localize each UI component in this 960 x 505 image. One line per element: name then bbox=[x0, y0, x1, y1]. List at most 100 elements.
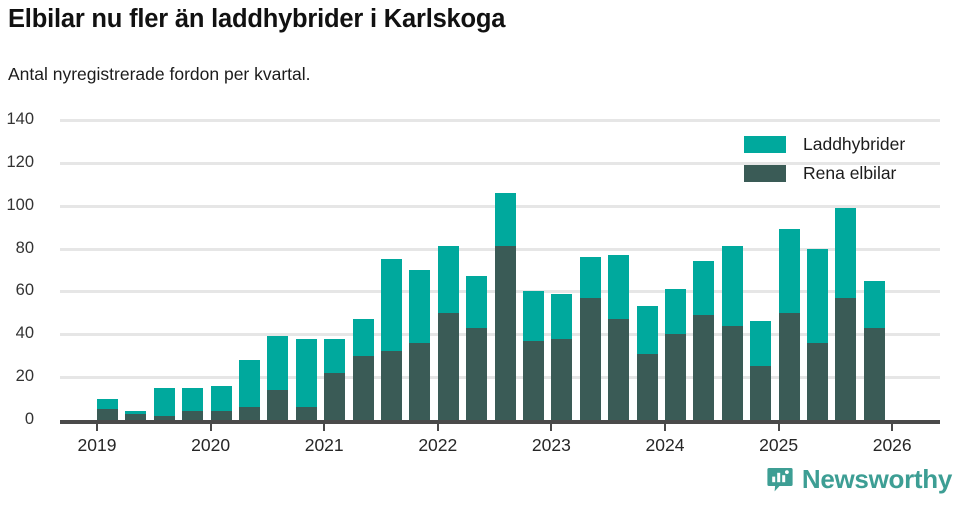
bar-column[interactable] bbox=[494, 192, 516, 420]
brand-name: Newsworthy bbox=[801, 464, 952, 494]
legend-label: Laddhybrider bbox=[803, 134, 906, 154]
bar-column[interactable] bbox=[807, 248, 828, 420]
bar-segment-rena-elbilar bbox=[182, 411, 204, 420]
bar-segment-laddhybrider bbox=[807, 248, 828, 343]
y-axis-tick-label: 100 bbox=[6, 195, 34, 214]
bar-segment-rena-elbilar bbox=[437, 312, 459, 420]
y-axis-tick-label: 140 bbox=[6, 110, 34, 128]
bar-segment-rena-elbilar bbox=[636, 353, 658, 420]
page-title: Elbilar nu fler än laddhybrider i Karlsk… bbox=[8, 5, 506, 33]
legend-item[interactable]: Rena elbilar bbox=[744, 159, 954, 188]
bar-column[interactable] bbox=[210, 385, 232, 420]
bar-segment-laddhybrider bbox=[352, 319, 374, 356]
bar-segment-laddhybrider bbox=[381, 259, 402, 352]
x-axis-tick-label: 2023 bbox=[531, 435, 571, 455]
bar-segment-rena-elbilar bbox=[239, 407, 260, 420]
bar-segment-laddhybrider bbox=[324, 338, 346, 373]
bar-column[interactable] bbox=[693, 261, 715, 420]
bar-column[interactable] bbox=[324, 338, 346, 420]
bar-segment-laddhybrider bbox=[750, 321, 772, 367]
bar-segment-laddhybrider bbox=[97, 398, 118, 410]
legend-swatch bbox=[744, 165, 786, 182]
legend: Laddhybrider Rena elbilar bbox=[744, 130, 954, 188]
bar-segment-rena-elbilar bbox=[125, 413, 147, 420]
bar-segment-rena-elbilar bbox=[523, 340, 544, 420]
bar-segment-rena-elbilar bbox=[807, 342, 828, 420]
bar-segment-rena-elbilar bbox=[863, 327, 885, 420]
y-axis-tick-label: 40 bbox=[15, 324, 34, 343]
x-axis-tick-label: 2024 bbox=[645, 435, 685, 455]
chart-subtitle: Antal nyregistrerade fordon per kvartal. bbox=[8, 64, 311, 84]
bar-column[interactable] bbox=[182, 387, 204, 420]
bar-column[interactable] bbox=[778, 229, 800, 420]
bar-segment-laddhybrider bbox=[125, 411, 147, 414]
bar-segment-laddhybrider bbox=[210, 385, 232, 412]
bar-column[interactable] bbox=[239, 360, 260, 420]
bar-segment-rena-elbilar bbox=[381, 351, 402, 420]
bar-column[interactable] bbox=[551, 293, 573, 420]
y-axis-tick-label: 60 bbox=[15, 281, 34, 300]
bar-segment-laddhybrider bbox=[608, 255, 630, 320]
bar-column[interactable] bbox=[97, 398, 118, 420]
legend-swatch bbox=[744, 136, 786, 153]
bar-column[interactable] bbox=[863, 280, 885, 420]
bar-segment-rena-elbilar bbox=[295, 407, 317, 420]
y-axis-tick-label: 20 bbox=[15, 367, 34, 386]
bar-column[interactable] bbox=[579, 257, 601, 420]
y-axis-tick-label: 80 bbox=[15, 238, 34, 257]
x-axis-tick bbox=[96, 420, 98, 431]
bar-column[interactable] bbox=[381, 259, 402, 420]
bar-column[interactable] bbox=[608, 255, 630, 420]
bar-segment-rena-elbilar bbox=[97, 409, 118, 420]
bar-segment-rena-elbilar bbox=[210, 411, 232, 420]
bar-chart-bubble-icon bbox=[767, 467, 793, 493]
bar-column[interactable] bbox=[750, 321, 772, 420]
bar-segment-rena-elbilar bbox=[750, 366, 772, 420]
x-axis-tick-label: 2019 bbox=[77, 435, 117, 455]
bar-column[interactable] bbox=[409, 270, 431, 420]
bar-segment-rena-elbilar bbox=[721, 325, 743, 420]
bar-column[interactable] bbox=[721, 246, 743, 420]
bar-column[interactable] bbox=[125, 411, 147, 420]
y-axis-tick-label: 120 bbox=[6, 152, 34, 171]
bar-segment-laddhybrider bbox=[523, 291, 544, 341]
bar-column[interactable] bbox=[523, 291, 544, 420]
bar-column[interactable] bbox=[665, 289, 686, 420]
axis-baseline bbox=[60, 420, 940, 424]
bar-segment-rena-elbilar bbox=[665, 334, 686, 420]
gridline bbox=[60, 119, 940, 122]
bar-segment-rena-elbilar bbox=[579, 297, 601, 420]
newsworthy-logo: Newsworthy bbox=[767, 464, 952, 495]
bar-segment-rena-elbilar bbox=[324, 372, 346, 420]
bar-column[interactable] bbox=[267, 336, 289, 420]
bar-column[interactable] bbox=[466, 276, 488, 420]
bar-column[interactable] bbox=[153, 387, 175, 420]
bar-segment-laddhybrider bbox=[409, 270, 431, 343]
bar-segment-laddhybrider bbox=[182, 387, 204, 412]
bar-series-group bbox=[60, 120, 940, 420]
bar-segment-rena-elbilar bbox=[778, 312, 800, 420]
bar-segment-rena-elbilar bbox=[466, 327, 488, 420]
x-axis-tick bbox=[777, 420, 780, 431]
legend-item[interactable]: Laddhybrider bbox=[744, 130, 954, 159]
bar-column[interactable] bbox=[295, 338, 317, 420]
bar-segment-laddhybrider bbox=[693, 261, 715, 315]
x-axis-tick bbox=[209, 420, 212, 431]
bar-segment-rena-elbilar bbox=[835, 297, 857, 420]
bar-segment-laddhybrider bbox=[466, 276, 488, 328]
gridline bbox=[60, 161, 940, 165]
bar-segment-rena-elbilar bbox=[608, 319, 630, 420]
x-axis-tick-label: 2022 bbox=[418, 435, 458, 455]
bar-column[interactable] bbox=[835, 207, 857, 420]
bar-segment-laddhybrider bbox=[665, 289, 686, 335]
x-axis-tick-label: 2020 bbox=[191, 435, 231, 455]
bar-segment-rena-elbilar bbox=[551, 338, 573, 420]
bar-column[interactable] bbox=[352, 319, 374, 420]
bar-column[interactable] bbox=[636, 306, 658, 420]
x-axis-tick bbox=[323, 420, 326, 431]
bar-segment-rena-elbilar bbox=[494, 246, 516, 420]
bar-segment-laddhybrider bbox=[778, 229, 800, 313]
bar-segment-rena-elbilar bbox=[693, 315, 715, 420]
bar-column[interactable] bbox=[437, 246, 459, 420]
